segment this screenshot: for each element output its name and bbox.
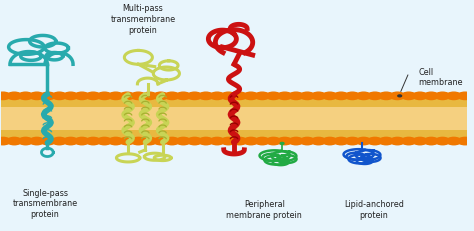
Circle shape <box>63 93 78 100</box>
Circle shape <box>63 138 78 145</box>
Circle shape <box>424 93 439 100</box>
Circle shape <box>164 93 180 100</box>
Circle shape <box>0 93 10 100</box>
Circle shape <box>210 93 225 100</box>
Circle shape <box>232 138 247 145</box>
Circle shape <box>379 138 393 145</box>
Circle shape <box>311 93 326 100</box>
Bar <box>0 98 467 140</box>
Circle shape <box>401 138 416 145</box>
Circle shape <box>18 93 33 100</box>
Text: Peripheral
membrane protein: Peripheral membrane protein <box>227 199 302 219</box>
Circle shape <box>97 93 112 100</box>
Circle shape <box>289 93 303 100</box>
Circle shape <box>311 138 326 145</box>
Circle shape <box>153 93 168 100</box>
Circle shape <box>277 138 292 145</box>
Circle shape <box>334 93 348 100</box>
Circle shape <box>398 96 401 97</box>
Circle shape <box>356 138 371 145</box>
Text: Single-pass
transmembrane
protein: Single-pass transmembrane protein <box>12 188 78 218</box>
Circle shape <box>390 138 405 145</box>
Circle shape <box>334 138 348 145</box>
Circle shape <box>108 138 123 145</box>
Circle shape <box>221 138 236 145</box>
Circle shape <box>221 93 236 100</box>
Circle shape <box>280 143 284 145</box>
Circle shape <box>108 93 123 100</box>
Circle shape <box>401 93 416 100</box>
Circle shape <box>86 93 100 100</box>
Circle shape <box>424 138 439 145</box>
Circle shape <box>345 138 360 145</box>
Circle shape <box>131 138 146 145</box>
Circle shape <box>300 93 315 100</box>
Circle shape <box>289 138 303 145</box>
Circle shape <box>29 93 44 100</box>
Circle shape <box>447 93 461 100</box>
Circle shape <box>18 138 33 145</box>
Circle shape <box>255 138 270 145</box>
Circle shape <box>187 93 202 100</box>
Circle shape <box>379 93 393 100</box>
Circle shape <box>86 138 100 145</box>
Circle shape <box>457 138 473 145</box>
Text: Cell
membrane: Cell membrane <box>419 67 463 87</box>
Circle shape <box>356 93 371 100</box>
Circle shape <box>29 138 44 145</box>
Circle shape <box>199 93 213 100</box>
Text: Multi-pass
transmembrane
protein: Multi-pass transmembrane protein <box>110 4 175 34</box>
Circle shape <box>266 138 281 145</box>
Circle shape <box>232 93 247 100</box>
Circle shape <box>435 93 450 100</box>
Circle shape <box>412 138 428 145</box>
Text: Lipid-anchored
protein: Lipid-anchored protein <box>344 199 404 219</box>
Circle shape <box>187 138 202 145</box>
Circle shape <box>367 138 383 145</box>
Circle shape <box>210 138 225 145</box>
Circle shape <box>142 93 157 100</box>
Circle shape <box>176 93 191 100</box>
Circle shape <box>97 138 112 145</box>
Circle shape <box>119 138 135 145</box>
Circle shape <box>447 138 461 145</box>
Circle shape <box>277 93 292 100</box>
Circle shape <box>164 138 180 145</box>
Circle shape <box>390 93 405 100</box>
Circle shape <box>52 93 67 100</box>
Circle shape <box>300 138 315 145</box>
Circle shape <box>176 138 191 145</box>
Circle shape <box>41 93 55 100</box>
Circle shape <box>131 93 146 100</box>
Circle shape <box>74 138 90 145</box>
Circle shape <box>435 138 450 145</box>
Circle shape <box>412 93 428 100</box>
Circle shape <box>7 138 22 145</box>
Circle shape <box>7 93 22 100</box>
Circle shape <box>41 138 55 145</box>
Circle shape <box>367 93 383 100</box>
Circle shape <box>119 93 135 100</box>
Circle shape <box>0 138 10 145</box>
Circle shape <box>322 93 337 100</box>
Circle shape <box>255 93 270 100</box>
Circle shape <box>142 138 157 145</box>
Circle shape <box>322 138 337 145</box>
Bar <box>0 98 467 107</box>
Circle shape <box>244 93 258 100</box>
Circle shape <box>153 138 168 145</box>
Circle shape <box>52 138 67 145</box>
Circle shape <box>74 93 90 100</box>
Bar <box>0 131 467 140</box>
Circle shape <box>457 93 473 100</box>
Circle shape <box>199 138 213 145</box>
Circle shape <box>244 138 258 145</box>
Circle shape <box>345 93 360 100</box>
Circle shape <box>266 93 281 100</box>
